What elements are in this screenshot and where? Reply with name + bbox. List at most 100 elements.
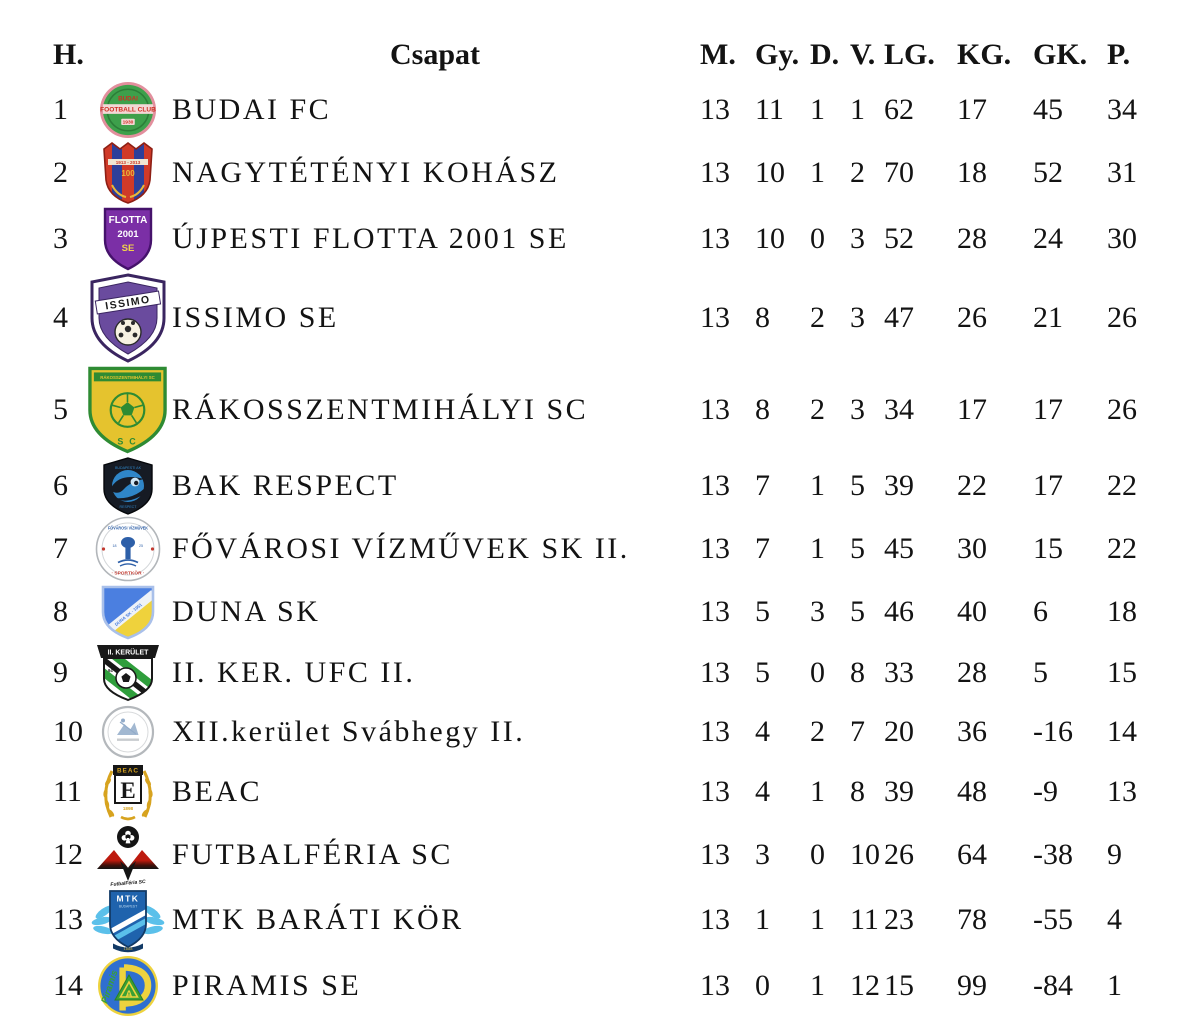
nagytetenyi-kohasz-crest-icon: 1913 - 2013 100 xyxy=(85,140,170,206)
losses-cell: 5 xyxy=(850,532,865,566)
draws-cell: 0 xyxy=(810,656,825,690)
draws-cell: 2 xyxy=(810,393,825,427)
svabhegy-crest-icon xyxy=(85,705,170,759)
goals-for-cell: 62 xyxy=(884,93,914,127)
wins-cell: 5 xyxy=(755,656,770,690)
svg-text:II. KERÜLET: II. KERÜLET xyxy=(107,648,149,657)
svg-text:1888: 1888 xyxy=(123,946,133,951)
draws-cell: 1 xyxy=(810,903,825,937)
goals-for-cell: 33 xyxy=(884,656,914,690)
goal-difference-cell: -16 xyxy=(1033,715,1073,749)
team-name: NAGYTÉTÉNYI KOHÁSZ xyxy=(172,156,560,190)
points-cell: 18 xyxy=(1107,595,1137,629)
losses-cell: 11 xyxy=(850,903,879,937)
svg-text:· SPORTKÖR ·: · SPORTKÖR · xyxy=(111,570,144,577)
matches-cell: 13 xyxy=(700,903,730,937)
svg-text:MTK: MTK xyxy=(116,894,139,904)
position-cell: 4 xyxy=(53,301,68,335)
header-team: Csapat xyxy=(389,38,480,72)
fovarosi-vizmuvek-crest-icon: FŐVÁROSI VÍZMŰVEK 18 25 · SPORTKÖR · xyxy=(85,516,170,582)
team-name: DUNA SK xyxy=(172,595,321,629)
duna-sk-crest-icon: DUNA SK · 1951 xyxy=(85,583,170,641)
wins-cell: 4 xyxy=(755,715,770,749)
header-goal-difference: GK. xyxy=(1033,38,1088,72)
goals-for-cell: 70 xyxy=(884,156,914,190)
draws-cell: 1 xyxy=(810,156,825,190)
wins-cell: 5 xyxy=(755,595,770,629)
losses-cell: 7 xyxy=(850,715,865,749)
table-row: 13 MTK BUDAPEST 1888 MTK BARÁTI KÖR 13 1 1 11 23 7… xyxy=(45,886,1181,954)
svg-text:BUDAPESTI AK: BUDAPESTI AK xyxy=(115,466,142,470)
svg-text:FLOTTA: FLOTTA xyxy=(108,215,147,226)
svg-text:18: 18 xyxy=(112,544,116,548)
matches-cell: 13 xyxy=(700,595,730,629)
losses-cell: 3 xyxy=(850,301,865,335)
position-cell: 2 xyxy=(53,156,68,190)
mtk-barati-kor-crest-icon: MTK BUDAPEST 1888 xyxy=(85,886,170,954)
points-cell: 1 xyxy=(1107,969,1122,1003)
team-name: XII.kerület Svábhegy II. xyxy=(172,715,526,749)
svg-text:100: 100 xyxy=(121,169,135,178)
goals-for-cell: 39 xyxy=(884,775,914,809)
goals-for-cell: 26 xyxy=(884,838,914,872)
table-row: 5 RÁKOSSZENTMIHÁLYI SC SC RÁKOSSZENTMIHÁLYI… xyxy=(45,364,1181,456)
goals-for-cell: 39 xyxy=(884,469,914,503)
svg-text:1898: 1898 xyxy=(122,806,133,811)
points-cell: 15 xyxy=(1107,656,1137,690)
position-cell: 12 xyxy=(53,838,83,872)
goals-against-cell: 17 xyxy=(957,93,987,127)
team-name: BEAC xyxy=(172,775,263,809)
table-row: 3 FLOTTA 2001 SE ÚJPESTI FLOTTA 2001 SE 13 10 0… xyxy=(45,206,1181,272)
goals-for-cell: 45 xyxy=(884,532,914,566)
wins-cell: 10 xyxy=(755,222,785,256)
header-draws: D. xyxy=(810,38,840,72)
position-cell: 8 xyxy=(53,595,68,629)
draws-cell: 1 xyxy=(810,969,825,1003)
points-cell: 31 xyxy=(1107,156,1137,190)
team-name: ÚJPESTI FLOTTA 2001 SE xyxy=(172,222,569,256)
svg-text:RESPECT: RESPECT xyxy=(119,505,137,509)
team-name: FŐVÁROSI VÍZMŰVEK SK II. xyxy=(172,532,630,566)
draws-cell: 1 xyxy=(810,775,825,809)
goals-for-cell: 46 xyxy=(884,595,914,629)
losses-cell: 10 xyxy=(850,838,880,872)
team-name: PIRAMIS SE xyxy=(172,969,362,1003)
piramis-se-crest-icon: A Piramis xyxy=(85,955,170,1017)
matches-cell: 13 xyxy=(700,715,730,749)
goals-against-cell: 30 xyxy=(957,532,987,566)
matches-cell: 13 xyxy=(700,93,730,127)
points-cell: 30 xyxy=(1107,222,1137,256)
losses-cell: 1 xyxy=(850,93,865,127)
goal-difference-cell: -55 xyxy=(1033,903,1073,937)
matches-cell: 13 xyxy=(700,222,730,256)
goals-for-cell: 47 xyxy=(884,301,914,335)
team-name: II. KER. UFC II. xyxy=(172,656,416,690)
position-cell: 6 xyxy=(53,469,68,503)
svg-text:BUDAPEST: BUDAPEST xyxy=(118,905,136,909)
goal-difference-cell: 52 xyxy=(1033,156,1063,190)
svg-text:A: A xyxy=(125,990,132,1001)
position-cell: 7 xyxy=(53,532,68,566)
losses-cell: 3 xyxy=(850,393,865,427)
points-cell: 14 xyxy=(1107,715,1137,749)
losses-cell: 12 xyxy=(850,969,880,1003)
team-name: ISSIMO SE xyxy=(172,301,339,335)
goals-against-cell: 28 xyxy=(957,656,987,690)
matches-cell: 13 xyxy=(700,838,730,872)
table-row: 4 ISSIMO ISSIMO SE 13 8 2 3 47 26 21 26 xyxy=(45,272,1181,364)
svg-text:2001: 2001 xyxy=(117,229,139,240)
matches-cell: 13 xyxy=(700,469,730,503)
rakosszentmihalyi-crest-icon: RÁKOSSZENTMIHÁLYI SC SC xyxy=(85,364,170,456)
budai-fc-crest-icon: BUDAI FOOTBALL CLUB 1930 xyxy=(85,80,170,140)
ujpesti-flotta-crest-icon: FLOTTA 2001 SE xyxy=(85,206,170,272)
position-cell: 3 xyxy=(53,222,68,256)
futbalferia-crest-icon: FutbalFéria SC xyxy=(85,824,170,886)
draws-cell: 0 xyxy=(810,838,825,872)
goals-against-cell: 22 xyxy=(957,469,987,503)
goals-against-cell: 28 xyxy=(957,222,987,256)
points-cell: 22 xyxy=(1107,532,1137,566)
svg-text:94: 94 xyxy=(108,668,113,673)
goals-against-cell: 17 xyxy=(957,393,987,427)
goals-against-cell: 99 xyxy=(957,969,987,1003)
